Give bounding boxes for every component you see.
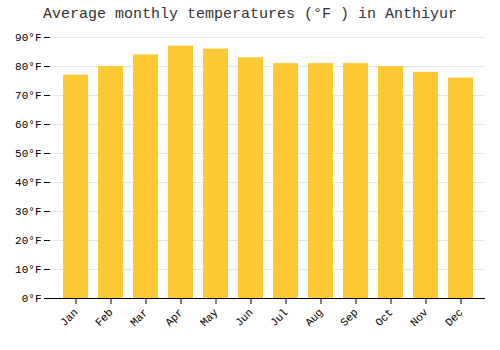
svg-text:Mar: Mar xyxy=(128,306,150,328)
svg-text:50°F: 50°F xyxy=(15,148,41,160)
svg-text:Jul: Jul xyxy=(268,306,290,328)
svg-text:Feb: Feb xyxy=(93,306,115,328)
svg-text:70°F: 70°F xyxy=(15,90,41,102)
svg-text:30°F: 30°F xyxy=(15,206,41,218)
svg-text:40°F: 40°F xyxy=(15,177,41,189)
svg-text:Sep: Sep xyxy=(338,306,360,328)
svg-text:Aug: Aug xyxy=(303,306,325,328)
html-text:Average monthly temperatures (: Average monthly temperatures (°F ) in An… xyxy=(43,6,457,23)
svg-text:Dec: Dec xyxy=(443,306,465,328)
svg-text:May: May xyxy=(198,306,221,329)
svg-text:Apr: Apr xyxy=(163,306,185,328)
svg-text:10°F: 10°F xyxy=(15,264,41,276)
svg-text:90°F: 90°F xyxy=(15,32,41,44)
svg-text:20°F: 20°F xyxy=(15,235,41,247)
svg-text:60°F: 60°F xyxy=(15,119,41,131)
svg-text:Oct: Oct xyxy=(373,306,395,328)
svg-text:Nov: Nov xyxy=(408,306,431,329)
svg-text:Jun: Jun xyxy=(233,306,255,328)
svg-text:80°F: 80°F xyxy=(15,61,41,73)
svg-text:Jan: Jan xyxy=(58,306,80,328)
svg-text:0°F: 0°F xyxy=(22,293,42,305)
